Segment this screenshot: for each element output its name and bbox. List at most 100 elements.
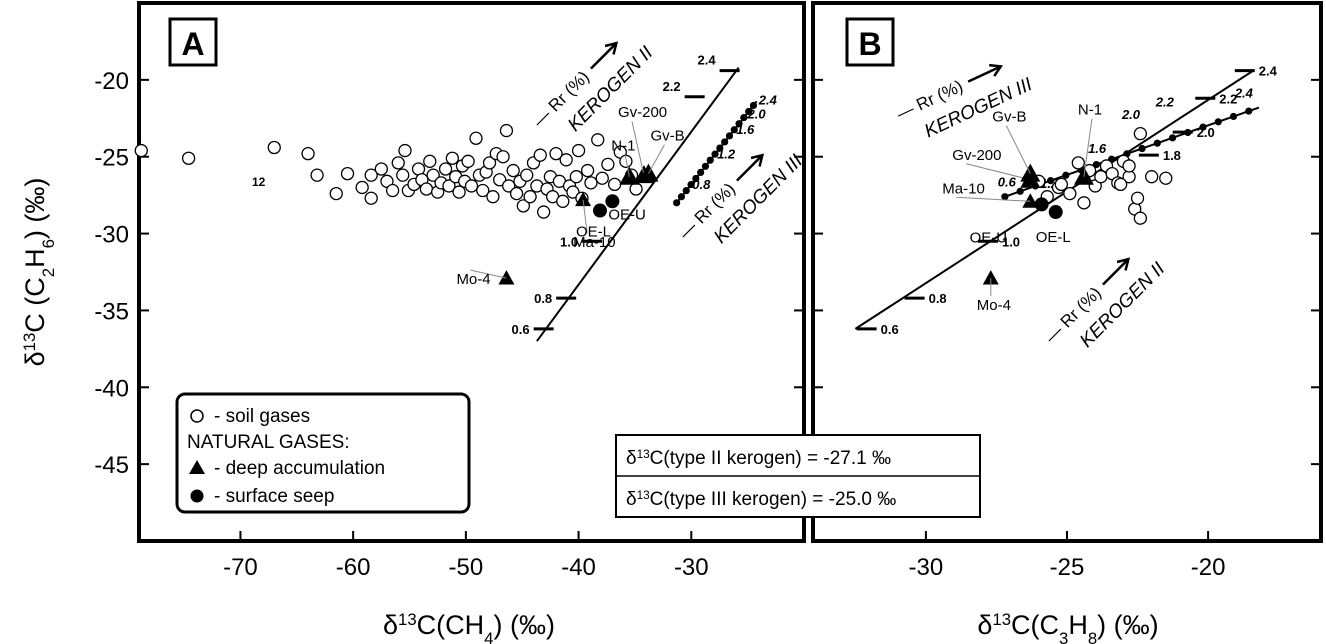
soil-gas-point	[396, 168, 410, 182]
soil-gas-point	[493, 173, 507, 187]
legend-seep-text: - surface seep	[214, 486, 334, 507]
kerogen-curve-dot	[1138, 144, 1146, 153]
point-label-leader	[582, 199, 588, 233]
soil-gas-point	[584, 176, 598, 190]
soil-gas-point	[559, 153, 573, 167]
soil-gas-point	[607, 177, 622, 192]
kerogen-curve-line	[854, 69, 1254, 330]
panel-b-kerogen-iii-annotation: — Rr (%) KEROGEN III	[894, 63, 1036, 142]
point-label-leader	[1005, 125, 1031, 174]
kerogen-curve-dot	[692, 174, 700, 183]
kerogen-mark-label: 2.4	[698, 53, 717, 68]
legend: - soil gases NATURAL GASES: - deep accum…	[175, 392, 471, 514]
soil-gas-point	[134, 143, 148, 158]
kerogen-mark-label: 1.6	[736, 122, 755, 137]
soil-gas-point	[536, 205, 551, 219]
point-label-leader	[470, 269, 507, 279]
kerogen-mark-label: 0.8	[929, 291, 947, 306]
soil-gas-point	[1122, 159, 1136, 173]
point-label: OE-U	[608, 206, 646, 223]
kerogen-curve-dot	[1153, 139, 1161, 147]
kerogen-curve-dot	[721, 138, 729, 146]
panel-a-letter: A	[181, 26, 204, 62]
kerogen-curve-dot	[1168, 134, 1177, 142]
deep-accumulation-point	[498, 270, 515, 285]
x-tick-label: -50	[449, 554, 484, 581]
kerogen-curve-dot	[740, 114, 748, 122]
kerogen-mark-label: 2.2	[1155, 95, 1175, 110]
kerogen-mark-label: 2.0	[747, 106, 767, 121]
soil-gas-point	[556, 194, 570, 208]
point-label: Ma-10	[573, 234, 616, 251]
kerogen-mark-label: 1.6	[1088, 141, 1107, 156]
soil-gas-point	[442, 179, 456, 193]
soil-gas-point	[355, 180, 369, 195]
soil-gas-point	[310, 168, 324, 182]
kerogen-curve-dot	[1047, 177, 1055, 185]
kerogen-mark-label: 1.2	[717, 146, 736, 161]
soil-gas-point	[301, 146, 315, 161]
x-tick-label: -30	[909, 554, 944, 581]
soil-gas-point	[523, 190, 537, 204]
panel-b-letter-box	[845, 17, 895, 67]
deep-accumulation-point	[982, 270, 999, 285]
soil-gas-point	[426, 168, 440, 182]
point-label: Mo-4	[977, 297, 1011, 314]
soil-gas-point	[486, 190, 500, 204]
soil-gas-point	[1133, 211, 1148, 225]
point-label-leader	[1083, 118, 1093, 177]
soil-gas-point	[516, 199, 530, 213]
kerogen-mark-label: 2.2	[663, 79, 681, 94]
soil-gas-point	[398, 143, 412, 158]
kerogen-mark-label: 2.2	[1219, 91, 1237, 106]
soil-gas-point	[571, 143, 586, 158]
soil-gas-point	[569, 170, 583, 184]
soil-gas-point	[385, 183, 400, 198]
deep-accumulation-point	[575, 191, 592, 207]
kerogen-curve-dot	[1016, 187, 1024, 195]
kerogen-curve-dot	[725, 132, 734, 140]
soil-gas-point	[469, 131, 483, 145]
legend-soil-symbol	[190, 409, 204, 423]
kerogen-curve-dot	[1001, 193, 1009, 201]
point-label: OE-U	[970, 229, 1008, 246]
x-tick-label: -70	[223, 554, 258, 581]
soil-gas-point	[374, 162, 388, 176]
kerogen-curve-dot	[1184, 128, 1192, 137]
soil-gas-point	[506, 163, 520, 178]
kerogen-curve-dot	[1199, 123, 1207, 131]
point-label-leader	[648, 144, 665, 174]
surface-seep-point	[605, 194, 620, 209]
legend-seep-symbol	[190, 489, 204, 503]
soil-gas-point	[549, 146, 563, 161]
kerogen-mark-label: 1.0	[1002, 234, 1020, 249]
kerogen-mark-label: 0.8	[692, 177, 711, 192]
kerogen-curve-dot	[735, 120, 743, 128]
point-label: Gv-B	[992, 109, 1026, 126]
panel-a-kerogen-curves: 0.60.81.02.22.40.81.21.62.02.4	[512, 53, 778, 342]
point-label: Mo-4	[456, 271, 490, 288]
point-label: Gv-200	[952, 147, 1001, 164]
soil-gas-point	[482, 156, 497, 170]
kerogen-mark-label: 2.4	[1234, 86, 1254, 101]
soil-gas-point	[1113, 177, 1128, 192]
soil-gas-point	[340, 166, 355, 181]
kerogen-curve-dot	[745, 107, 753, 116]
y-tick-label: -30	[94, 222, 129, 249]
arrow-icon	[590, 41, 619, 70]
kerogen-curve-dot	[1062, 171, 1070, 179]
kerogen-mark-label: 2.4	[1259, 64, 1278, 79]
soil-gas-point	[364, 191, 378, 205]
panel-a-letter-box	[168, 17, 218, 67]
kerogen-curve-dot	[682, 187, 690, 195]
legend-deep-text: - deep accumulation	[214, 458, 385, 479]
legend-soil-text: - soil gases	[214, 406, 310, 427]
soil-gas-point	[591, 133, 605, 147]
kerogen-curve-dot	[711, 150, 719, 158]
soil-gas-point	[566, 185, 580, 199]
soil-gas-point	[423, 154, 437, 168]
stray-mark: 12	[252, 175, 266, 189]
y-tick-label: -35	[94, 298, 129, 325]
soil-gas-point	[533, 148, 547, 162]
